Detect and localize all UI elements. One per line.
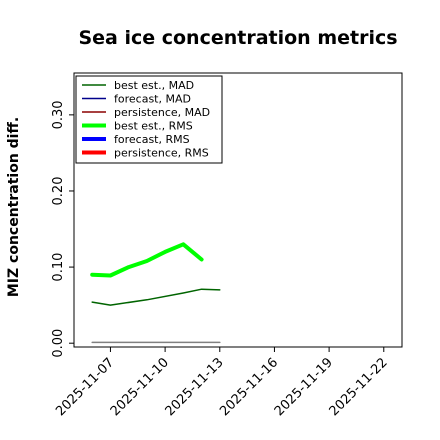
legend-label-3: best est., RMS — [114, 120, 193, 133]
y-tick-label: 0.30 — [51, 100, 66, 129]
y-axis-label: MIZ concentration diff. — [6, 117, 22, 297]
series-line-3 — [90, 242, 204, 278]
legend-label-4: forecast, RMS — [114, 133, 190, 146]
legend-box — [75, 75, 223, 164]
series-line-0 — [91, 288, 221, 306]
y-tick-label: 0.00 — [51, 329, 66, 358]
chart-title: Sea ice concentration metrics — [78, 27, 397, 49]
legend-label-1: forecast, MAD — [114, 93, 191, 106]
plot-frame — [73, 72, 403, 348]
x-tick-label: 2025-11-22 — [327, 355, 391, 419]
legend-label-5: persistence, RMS — [114, 147, 209, 160]
legend-label-0: best est., MAD — [114, 79, 194, 92]
y-tick-label: 0.10 — [51, 253, 66, 282]
legend-label-2: persistence, MAD — [114, 106, 210, 119]
y-tick-label: 0.20 — [51, 177, 66, 206]
